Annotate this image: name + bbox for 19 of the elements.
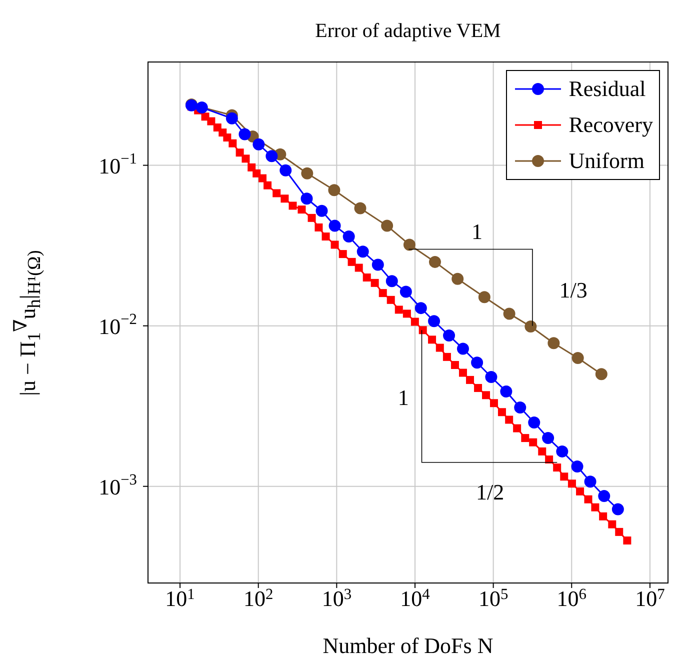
annotation: 1 — [472, 218, 483, 244]
chart-title: Error of adaptive VEM — [314, 20, 502, 43]
legend-label: Residual — [568, 76, 646, 101]
x-tick-label: 10$^{3}$ — [322, 586, 352, 611]
annotation: 1/3 — [559, 277, 588, 302]
x-tick-label: 10$^{5}$ — [478, 586, 508, 611]
x-tick-label: 10$^{7}$ — [635, 586, 666, 611]
annotation: 1/2 — [476, 478, 504, 504]
legend-label: Recovery — [568, 112, 653, 137]
x-tick-label: 10$^{1}$ — [165, 586, 195, 611]
x-tick-label: 10$^{2}$ — [243, 586, 274, 611]
annotation: 1 — [398, 384, 409, 410]
x-axis-title: Number of DoFs N — [322, 633, 494, 659]
legend-label: Uniform — [568, 148, 644, 173]
y-tick-label: 10$^{−3}$ — [98, 471, 138, 499]
y-tick-label: 10$^{−2}$ — [98, 310, 137, 338]
x-tick-label: 10$^{6}$ — [556, 586, 587, 611]
x-tick-label: 10$^{4}$ — [400, 586, 430, 611]
y-tick-label: 10$^{−1}$ — [98, 150, 137, 178]
